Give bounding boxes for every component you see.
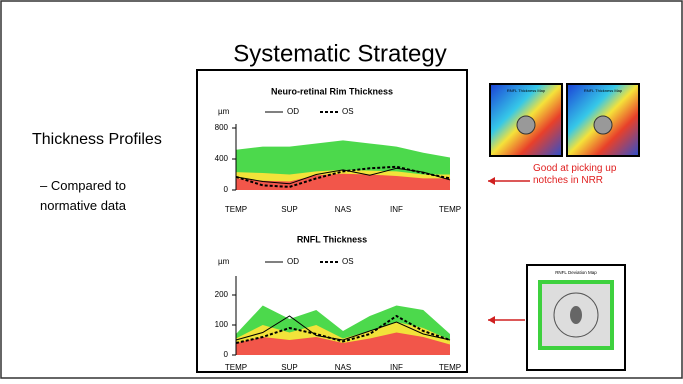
bullet: Thickness Profiles xyxy=(32,131,162,148)
image-label: RNFL Thickness Map xyxy=(507,88,546,93)
disc xyxy=(517,116,535,134)
y-tick-label: 200 xyxy=(215,290,229,299)
y-tick-label: 400 xyxy=(215,154,229,163)
x-tick-label: TEMP xyxy=(225,205,247,214)
chart-title: RNFL Thickness xyxy=(297,234,367,244)
legend-label: OS xyxy=(342,107,354,116)
image-label: RNFL Deviation Map xyxy=(555,270,597,275)
y-axis-label: µm xyxy=(218,107,230,116)
y-tick-label: 0 xyxy=(224,185,229,194)
slide: Systematic Strategy Thickness Profiles –… xyxy=(0,0,683,379)
x-tick-label: INF xyxy=(390,363,403,372)
x-tick-label: NAS xyxy=(335,205,351,214)
y-axis-label: µm xyxy=(218,257,230,266)
y-tick-label: 100 xyxy=(215,320,229,329)
sub-bullet: – Compared to normative data xyxy=(40,176,180,216)
annotation: Good at picking up notches in NRR xyxy=(533,163,633,187)
y-tick-label: 800 xyxy=(215,123,229,132)
legend-label: OS xyxy=(342,257,354,266)
x-tick-label: TEMP xyxy=(439,363,461,372)
x-tick-label: NAS xyxy=(335,363,351,372)
sub-bullet-box: – Compared to normative data xyxy=(40,176,180,246)
image-label: RNFL Thickness Map xyxy=(584,88,623,93)
x-tick-label: INF xyxy=(390,205,403,214)
disc xyxy=(594,116,612,134)
x-tick-label: TEMP xyxy=(225,363,247,372)
x-tick-label: SUP xyxy=(281,205,297,214)
legend-label: OD xyxy=(287,107,299,116)
annotation-box: Good at picking up notches in NRR xyxy=(533,163,633,203)
x-tick-label: TEMP xyxy=(439,205,461,214)
slide-title: Systematic Strategy xyxy=(233,40,446,67)
chart-title: Neuro-retinal Rim Thickness xyxy=(271,86,393,96)
y-tick-label: 0 xyxy=(224,350,229,359)
x-tick-label: SUP xyxy=(281,363,297,372)
disc xyxy=(570,306,582,324)
legend-label: OD xyxy=(287,257,299,266)
